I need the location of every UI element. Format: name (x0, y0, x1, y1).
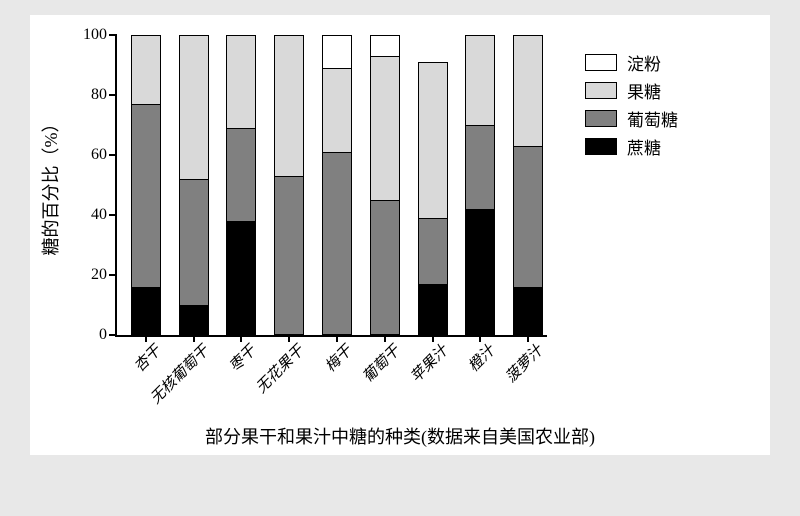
bar-segment (131, 287, 161, 335)
legend-label: 葡萄糖 (627, 106, 678, 131)
bar-segment (418, 284, 448, 335)
bar-segment (513, 35, 543, 146)
y-tick (109, 214, 117, 216)
chart-container: 糖的百分比（%） 020406080100杏干无核葡萄干枣干无花果干梅干葡萄干苹… (30, 15, 770, 455)
bar-segment (131, 104, 161, 287)
plot-area: 020406080100杏干无核葡萄干枣干无花果干梅干葡萄干苹果汁橙汁菠萝汁 (115, 35, 547, 337)
bar-segment (131, 35, 161, 104)
bar (226, 35, 256, 335)
bar-segment (322, 68, 352, 152)
legend-label: 淀粉 (627, 50, 661, 75)
bar-segment (226, 128, 256, 221)
legend-item: 葡萄糖 (585, 106, 678, 131)
legend-swatch (585, 138, 617, 155)
y-tick-label: 0 (67, 326, 107, 344)
bar (179, 35, 209, 335)
x-tick-label: 橙汁 (463, 340, 499, 376)
bar-segment (465, 125, 495, 209)
x-tick-label: 枣干 (224, 340, 260, 376)
bar-segment (418, 62, 448, 218)
x-tick-label: 杏干 (129, 340, 165, 376)
legend-swatch (585, 110, 617, 127)
x-tick (432, 335, 434, 342)
y-tick (109, 274, 117, 276)
bar (322, 35, 352, 335)
bar (274, 35, 304, 335)
y-axis-title: 糖的百分比（%） (37, 115, 63, 256)
y-tick (109, 34, 117, 36)
bar-segment (513, 146, 543, 287)
bar-segment (179, 179, 209, 305)
legend-swatch (585, 54, 617, 71)
bar-segment (274, 176, 304, 335)
x-tick (288, 335, 290, 342)
bar-segment (322, 35, 352, 68)
legend-item: 淀粉 (585, 50, 678, 75)
bar-segment (418, 218, 448, 284)
x-tick-label: 葡萄干 (357, 340, 404, 387)
bar-segment (465, 35, 495, 125)
bar-segment (274, 35, 304, 176)
bar-segment (465, 209, 495, 335)
x-tick (384, 335, 386, 342)
bar-segment (322, 152, 352, 335)
x-tick (193, 335, 195, 342)
bar (131, 35, 161, 335)
y-tick (109, 154, 117, 156)
bar-segment (370, 56, 400, 200)
x-tick-label: 无花果干 (251, 340, 308, 397)
x-tick-label: 菠萝汁 (500, 340, 547, 387)
bar-segment (179, 305, 209, 335)
x-tick (479, 335, 481, 342)
y-tick (109, 94, 117, 96)
chart-caption: 部分果干和果汁中糖的种类(数据来自美国农业部) (30, 423, 770, 449)
bar (513, 35, 543, 335)
y-tick-label: 40 (67, 206, 107, 224)
legend-label: 果糖 (627, 78, 661, 103)
bar-segment (370, 35, 400, 56)
bar-segment (179, 35, 209, 179)
y-tick-label: 80 (67, 86, 107, 104)
bar-segment (513, 287, 543, 335)
legend-item: 蔗糖 (585, 134, 678, 159)
y-tick-label: 60 (67, 146, 107, 164)
bar (418, 62, 448, 335)
bar (465, 35, 495, 335)
bar-segment (226, 35, 256, 128)
x-tick (336, 335, 338, 342)
legend: 淀粉果糖葡萄糖蔗糖 (585, 50, 678, 162)
y-tick (109, 334, 117, 336)
bar-segment (370, 200, 400, 335)
y-tick-label: 20 (67, 266, 107, 284)
x-tick-label: 梅干 (320, 340, 356, 376)
x-tick (145, 335, 147, 342)
x-tick (527, 335, 529, 342)
bar (370, 35, 400, 335)
legend-swatch (585, 82, 617, 99)
legend-item: 果糖 (585, 78, 678, 103)
y-tick-label: 100 (67, 26, 107, 44)
x-tick-label: 苹果汁 (405, 340, 452, 387)
bar-segment (226, 221, 256, 335)
legend-label: 蔗糖 (627, 134, 661, 159)
